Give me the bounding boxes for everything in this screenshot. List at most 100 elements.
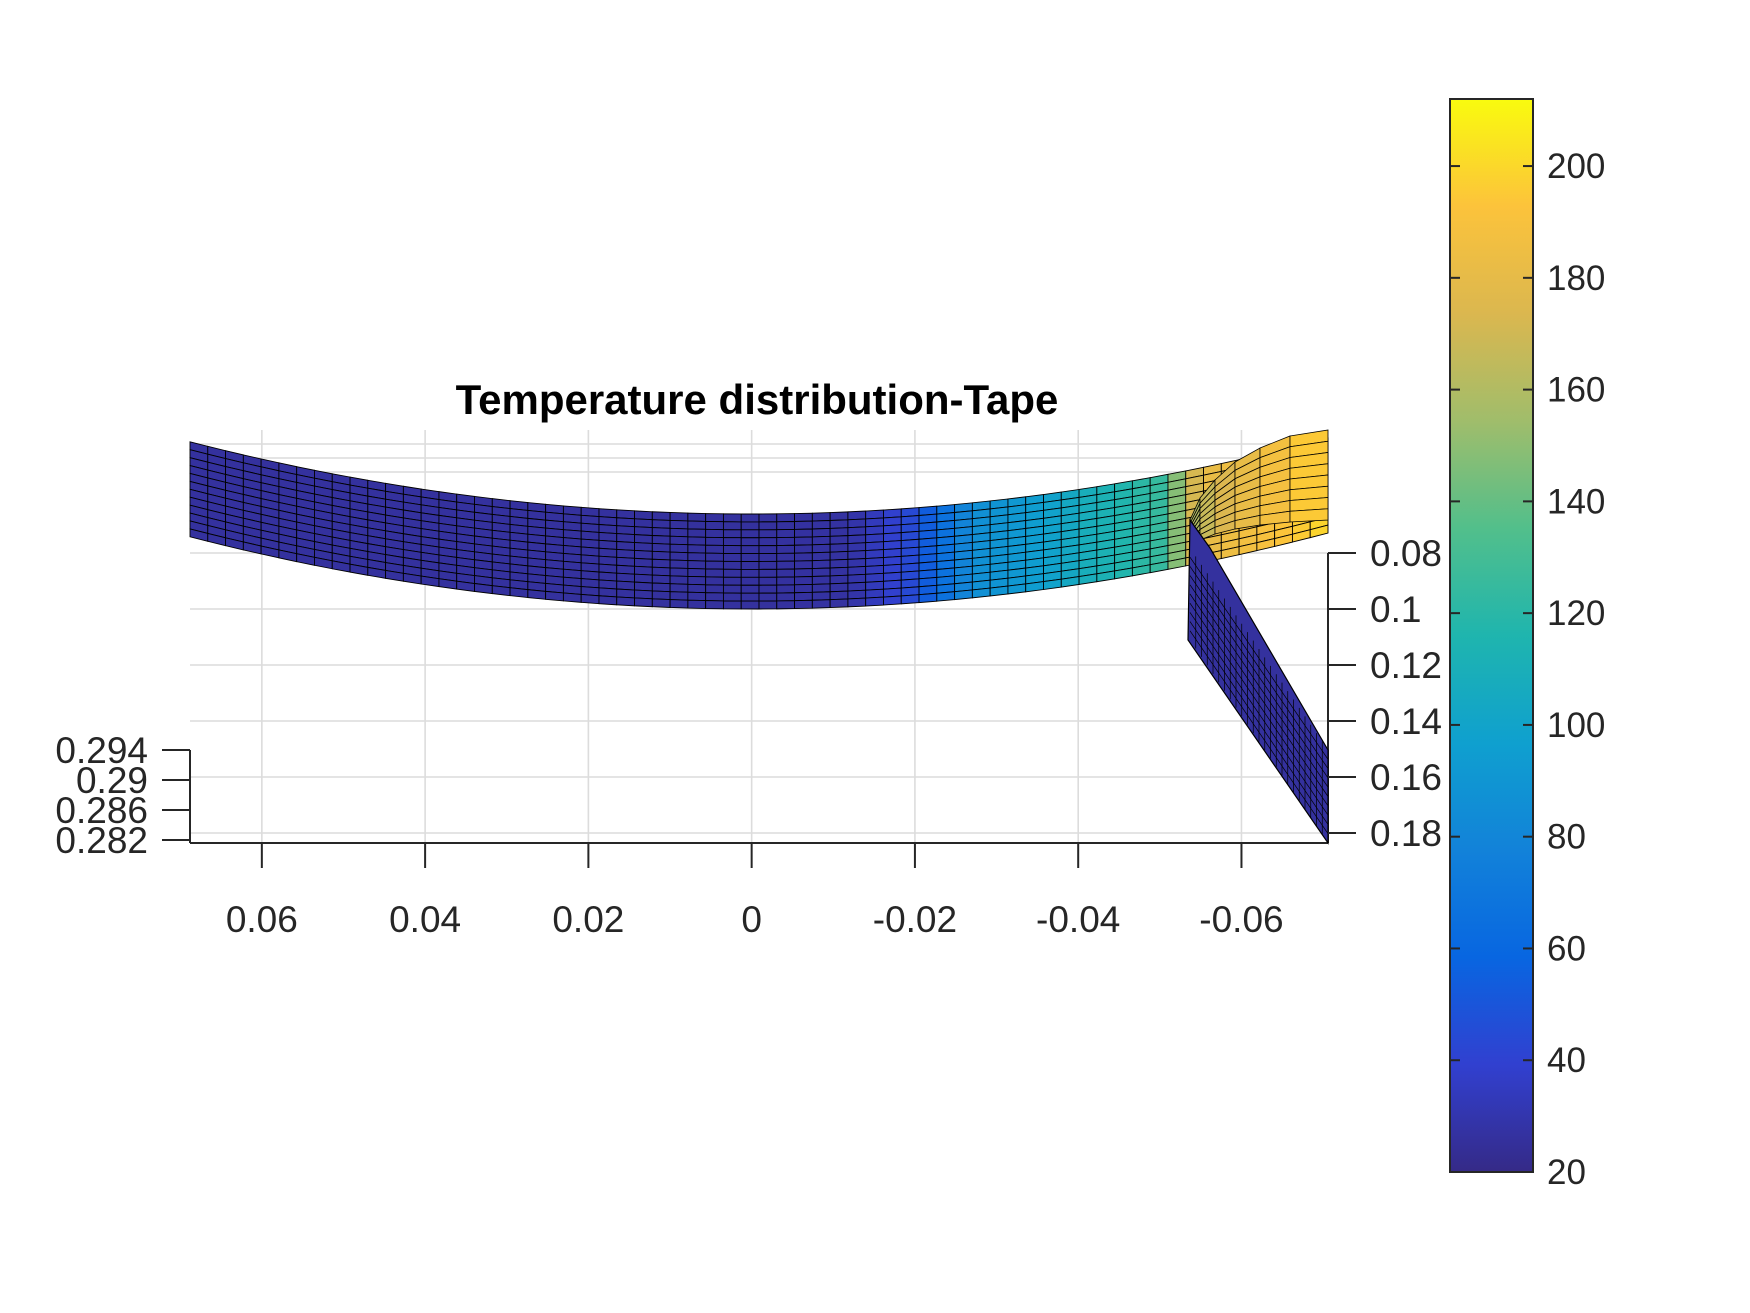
x-tick-label-6: -0.06 [1199, 899, 1283, 940]
tape-cell [616, 525, 635, 536]
tape-cell [722, 560, 742, 570]
tape-cell [794, 599, 813, 610]
x-tick-label-1: 0.04 [389, 899, 461, 940]
tape-cell [865, 541, 884, 552]
tape-cell [776, 521, 796, 531]
tape-cell [794, 591, 813, 602]
cold-strip-line [1189, 593, 1329, 797]
colorbar-ticks: 20 40 60 80 100 120 140 160 180 200 [1450, 147, 1605, 1192]
tape-cell [722, 568, 742, 578]
tape-cell [794, 512, 813, 522]
tape-cell [491, 585, 511, 597]
tape-cell [705, 520, 724, 531]
tape-cell [918, 592, 938, 604]
tape-cell [669, 512, 689, 522]
colorbar-tick-label-1: 40 [1547, 1041, 1586, 1080]
tape-cell [722, 592, 742, 602]
tape-cell [758, 545, 778, 555]
tape-cell [687, 544, 707, 554]
tape-cell [634, 589, 653, 600]
tape-cell [776, 592, 796, 602]
tape-cell [669, 567, 689, 577]
tape-cell [705, 576, 724, 586]
tape-cell [705, 536, 724, 546]
tape-cell [669, 527, 689, 538]
tape-cell [936, 591, 956, 602]
tape-cell [722, 537, 742, 547]
tape-cell [811, 512, 831, 522]
tape-cell [616, 588, 635, 599]
tape-cell [722, 576, 742, 586]
tape-cell [794, 552, 813, 562]
tape-cell [687, 536, 707, 546]
tape-cell [705, 600, 724, 610]
tape-cell [509, 587, 529, 599]
tape-cell [811, 575, 831, 585]
cold-strip-line [1189, 575, 1329, 779]
tape-cell [740, 592, 760, 602]
colorbar-tick-label-0: 20 [1547, 1153, 1586, 1192]
tape-cell [900, 594, 920, 605]
tape-cell [545, 590, 564, 602]
tape-cell [722, 513, 742, 523]
tape-cell [687, 560, 707, 570]
tape-cell [740, 537, 760, 547]
tape-cell [847, 534, 867, 545]
tape-cell [634, 542, 653, 552]
tape-cell [687, 591, 707, 602]
tape-cell [829, 519, 849, 529]
tape-cell [474, 583, 493, 595]
tape-cell [634, 581, 653, 592]
tape-cell [811, 551, 831, 562]
tape-cell [758, 600, 778, 610]
tape-cell [865, 572, 884, 583]
tape-cell [829, 598, 849, 609]
z-tick-label-0: 0.294 [55, 730, 148, 771]
tape-cell [687, 520, 707, 530]
tape-cell [847, 510, 867, 521]
cold-strip-line [1189, 612, 1329, 816]
tape-cell [776, 536, 796, 546]
tape-cell [740, 521, 760, 531]
tape-surface [189, 429, 1329, 610]
tape-cell [651, 566, 671, 577]
tape-cell [829, 590, 849, 601]
tape-cell [740, 584, 760, 594]
tape-cell [794, 560, 813, 570]
tape-cell [847, 526, 867, 537]
tape-cell [634, 534, 653, 544]
tape-cell [829, 550, 849, 561]
tape-cell [634, 573, 653, 584]
tape-cell [758, 537, 778, 547]
tape-cell [651, 550, 671, 561]
tape-cell [776, 552, 796, 562]
tape-cell [722, 552, 742, 562]
cold-strip-line [1189, 584, 1329, 788]
colorbar-tick-label-2: 60 [1547, 929, 1586, 968]
tape-cell [847, 573, 867, 584]
tape-cell [740, 576, 760, 586]
tape-cell [829, 543, 849, 553]
tape-cell [865, 533, 884, 544]
tape-cell [758, 560, 778, 570]
tape-cell [758, 576, 778, 586]
y-tick-label-4: 0.16 [1370, 757, 1442, 798]
tape-cell [722, 545, 742, 555]
z-tick-label-3: 0.282 [55, 820, 148, 861]
tape-cell [705, 584, 724, 594]
tape-cell [794, 583, 813, 594]
tape-cell [811, 535, 831, 546]
tape-cell [705, 544, 724, 554]
tape-cell [847, 589, 867, 600]
tape-cell [651, 590, 671, 601]
tape-cell [651, 511, 671, 521]
tape-cell [1007, 583, 1027, 595]
tape-cell [847, 542, 867, 552]
tape-cell [776, 600, 796, 610]
tape-cell [669, 559, 689, 569]
tape-cell [811, 599, 831, 609]
tape-cell [456, 580, 475, 592]
colorbar-tick-label-6: 140 [1547, 482, 1605, 521]
tape-cell [740, 529, 760, 539]
tape-cell [776, 568, 796, 578]
